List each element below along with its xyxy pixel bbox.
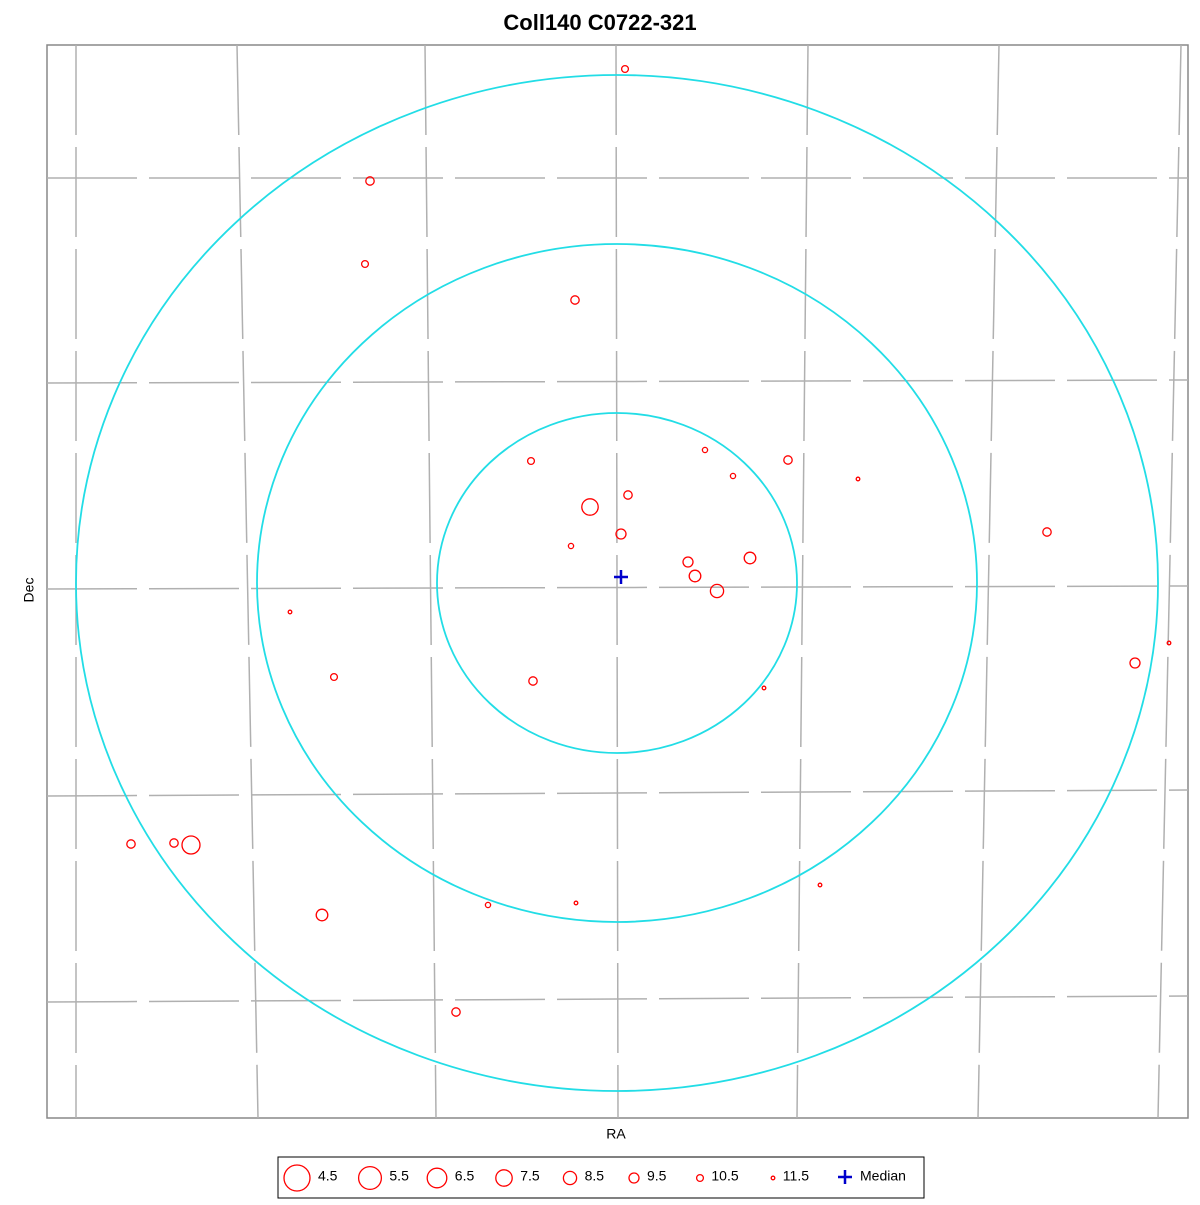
coordinate-grid xyxy=(46,44,1189,1119)
star xyxy=(528,676,538,686)
star xyxy=(701,446,709,454)
star xyxy=(817,882,823,888)
legend-symbol xyxy=(562,1170,578,1186)
legend-label: 5.5 xyxy=(389,1168,409,1184)
star xyxy=(688,569,702,583)
star xyxy=(743,551,757,565)
star xyxy=(729,472,737,480)
star xyxy=(570,295,580,305)
star xyxy=(581,498,599,516)
star xyxy=(573,900,579,906)
star xyxy=(484,901,492,909)
star xyxy=(783,455,793,465)
legend-symbol xyxy=(283,1164,311,1192)
legend-label: 9.5 xyxy=(647,1168,667,1184)
y-axis-label: Dec xyxy=(21,578,37,603)
star xyxy=(526,456,536,466)
radius-rings xyxy=(75,74,1159,1092)
legend-symbol xyxy=(695,1173,705,1183)
star xyxy=(365,176,375,186)
star xyxy=(126,839,136,849)
legend-label: 10.5 xyxy=(711,1168,738,1184)
star xyxy=(761,685,767,691)
legend-symbol xyxy=(838,1170,852,1184)
chart-title: Coll140 C0722-321 xyxy=(503,10,696,35)
legend-symbol xyxy=(426,1167,448,1189)
star xyxy=(1042,527,1052,537)
star xyxy=(615,528,627,540)
legend-label: 4.5 xyxy=(318,1168,338,1184)
star xyxy=(709,583,725,599)
star xyxy=(1129,657,1141,669)
star xyxy=(181,835,201,855)
x-axis-label: RA xyxy=(606,1126,626,1142)
legend-label: Median xyxy=(860,1168,906,1184)
legend-symbol xyxy=(628,1172,640,1184)
legend-symbol xyxy=(495,1169,513,1187)
legend-symbol xyxy=(357,1165,383,1191)
star xyxy=(451,1007,461,1017)
star xyxy=(1166,640,1172,646)
legend-label: 8.5 xyxy=(585,1168,605,1184)
legend-label: 6.5 xyxy=(455,1168,475,1184)
star xyxy=(360,259,370,269)
legend-symbol xyxy=(770,1175,776,1181)
star xyxy=(623,490,633,500)
star xyxy=(855,476,861,482)
star xyxy=(567,542,575,550)
legend-label: 11.5 xyxy=(783,1168,809,1184)
median-marker xyxy=(614,570,628,584)
star xyxy=(315,908,329,922)
star xyxy=(329,672,339,682)
legend-label: 7.5 xyxy=(520,1168,540,1184)
legend-box xyxy=(277,1156,925,1199)
star xyxy=(682,556,694,568)
star xyxy=(169,838,179,848)
star xyxy=(287,609,293,615)
star xyxy=(620,64,630,74)
